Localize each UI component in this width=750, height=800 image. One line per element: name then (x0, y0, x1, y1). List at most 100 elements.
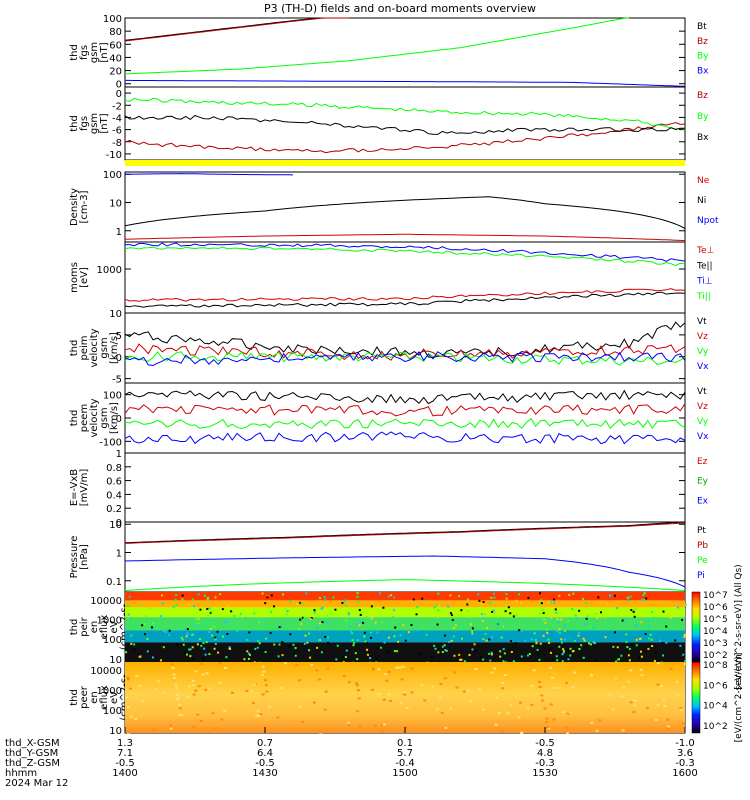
spectrogram-cell (194, 670, 198, 673)
spectrogram-cell (632, 699, 636, 702)
spectrogram-cell (177, 629, 180, 632)
spectrogram-cell (292, 643, 295, 646)
spectrogram-cell (441, 651, 444, 654)
spectrogram-cell (125, 651, 128, 654)
spectrogram-cell (548, 666, 552, 669)
legend-label: Vx (697, 362, 709, 372)
spectrogram-cell (482, 600, 485, 603)
spectrogram-cell (452, 635, 455, 638)
spectrogram-cell (619, 619, 622, 622)
spectrogram-cell (125, 629, 128, 632)
spectrogram-cell (256, 709, 260, 712)
spectrogram-cell (218, 681, 222, 684)
spectrogram-cell (436, 604, 439, 607)
spectrogram-cell (321, 621, 324, 624)
spectrogram-cell (537, 652, 540, 655)
spectrogram-cell (656, 704, 660, 707)
panel-fgs_gsm_2: -10-8-6 -4-20 thdfgsgsm[nT] Bz By Bx (69, 86, 709, 161)
spectrogram-cell (430, 656, 433, 659)
spectrogram-cell (501, 687, 505, 690)
spectrogram-cell (580, 644, 583, 647)
y-axis-label-line: peir (79, 616, 90, 636)
spectrogram-cell (632, 711, 636, 714)
spectrogram-cell (552, 686, 556, 689)
spectrogram-cell (402, 691, 406, 694)
y-axis-label: thdfgsgsm[nT] (69, 42, 110, 63)
x-row-value: -0.3 (535, 758, 555, 769)
spectrogram-cell (640, 673, 644, 676)
spectrogram-cell (195, 618, 198, 621)
series-line-Pt (124, 521, 686, 544)
spectrogram-cell (391, 616, 394, 619)
spectrogram-cell (667, 725, 671, 728)
spectrogram-cell (628, 647, 631, 650)
spectrogram-cell (208, 653, 211, 656)
spectrogram-cell (323, 708, 327, 711)
spectrogram-cell (352, 642, 355, 645)
spectrogram-cell (186, 603, 189, 606)
panel-frame (124, 452, 686, 523)
spectrogram-cell (318, 639, 321, 642)
spectrogram-cell (520, 629, 523, 632)
spectrogram-cell (480, 613, 483, 616)
spectrogram-cell (565, 726, 569, 729)
spectrogram-cell (197, 685, 201, 688)
spectrogram-cell (547, 727, 551, 730)
spectrogram-cell (356, 592, 359, 595)
series-line-Vz (124, 403, 686, 417)
spectrogram-cell (418, 652, 421, 655)
spectrogram-cell (478, 599, 481, 602)
spectrogram-cell (127, 705, 131, 708)
series-line-Te⊥ (124, 288, 686, 302)
spectrogram-cell (647, 647, 650, 650)
spectrogram-cell (645, 597, 648, 600)
spectrogram-cell (562, 648, 565, 651)
x-row-name: thd_Y-GSM (5, 748, 58, 759)
spectrogram-cell (675, 680, 679, 683)
spectrogram-cell (625, 633, 628, 636)
series-line-Vt (124, 321, 686, 358)
spectrogram-cell (214, 596, 217, 599)
spectrogram-cell (460, 658, 463, 661)
spectrogram-cell (321, 606, 324, 609)
spectrogram-cell (387, 595, 390, 598)
colorbar-tick: 10^7 (703, 591, 728, 601)
spectrogram-cell (595, 659, 598, 662)
spectrogram-peir_en_eflux (125, 592, 687, 664)
spectrogram-cell (175, 687, 179, 690)
spectrogram-cell (629, 669, 633, 672)
spectrogram-cell (188, 648, 191, 651)
colorbar-tick: 10^6 (703, 681, 728, 691)
y-axis-label: Density[cm-3] (69, 188, 90, 226)
series-line-Ne (124, 233, 686, 242)
y-tick-label: 0 (116, 353, 122, 364)
spectrogram-cell (400, 678, 404, 681)
y-axis-label: thdpeimvelocitygsm[km/s] (69, 328, 120, 367)
spectrogram-cell (397, 640, 400, 643)
spectrogram-cell (214, 638, 217, 641)
spectrogram-cell (371, 601, 374, 604)
spectrogram-cell (626, 596, 629, 599)
spectrogram-cell (279, 687, 283, 690)
spectrogram-cell (510, 650, 513, 653)
spectrogram-cell (246, 650, 249, 653)
spectrogram-cell (376, 631, 379, 634)
spectrogram-cell (659, 685, 663, 688)
spectrogram-cell (636, 629, 639, 632)
spectrogram-cell (620, 695, 624, 698)
spectrogram-cell (204, 653, 207, 656)
spectrogram-cell (357, 697, 361, 700)
spectrogram-cell (558, 645, 561, 648)
spectrogram-cell (264, 602, 267, 605)
spectrogram-cell (569, 654, 572, 657)
spectrogram-cell (542, 634, 545, 637)
spectrogram-cell (565, 732, 569, 735)
spectrogram-cell (545, 628, 548, 631)
x-row-name: hhmm (5, 768, 37, 779)
spectrogram-cell (196, 643, 199, 646)
panel-pressure: 0.1 1 10 Pressure[nPa] Pt Pb Pe Pi (69, 520, 708, 593)
spectrogram-cell (532, 669, 536, 672)
spectrogram-cell (526, 654, 529, 657)
y-axis-label-line: thd (69, 619, 80, 636)
